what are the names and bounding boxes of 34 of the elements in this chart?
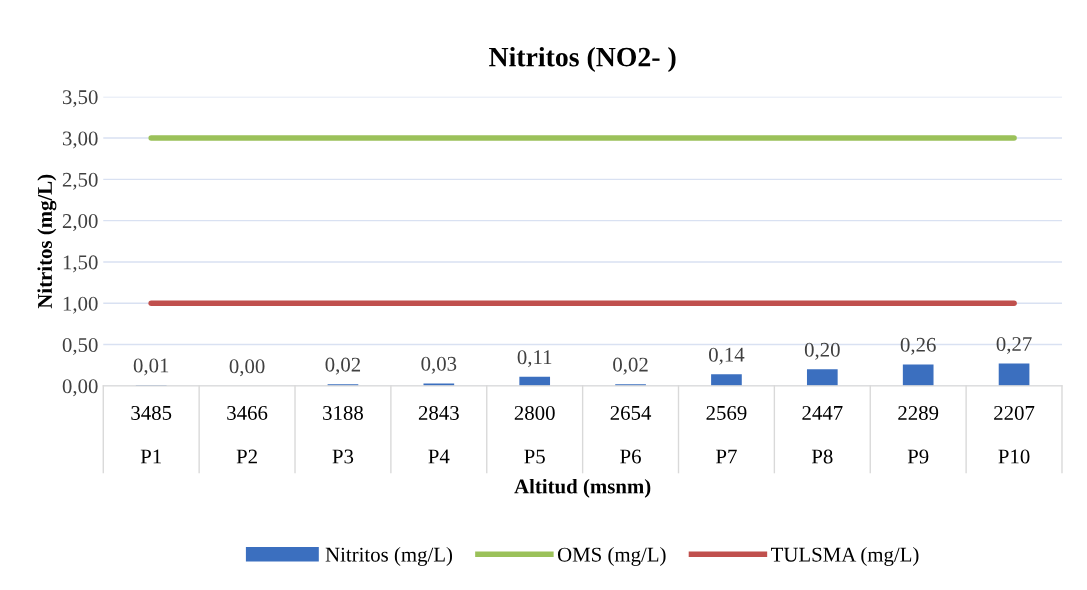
- category-label: 2843 P4: [418, 405, 459, 464]
- category-label: 2289 P9: [898, 405, 939, 464]
- data-label: 0,01: [133, 358, 169, 376]
- category-label: 3188 P3: [323, 405, 363, 464]
- y-tick-label: 1,50: [63, 255, 98, 273]
- y-tick-label: 3,00: [62, 131, 98, 149]
- category-label: 3466 P2: [227, 405, 268, 464]
- x-axis-title: Altitud (msnm): [514, 478, 651, 498]
- data-label: 0,00: [229, 359, 265, 377]
- y-tick-label: 2,50: [62, 172, 98, 190]
- data-label: 0,14: [709, 347, 745, 365]
- data-label: 0,20: [804, 342, 840, 360]
- y-tick-label: 0,50: [62, 337, 98, 355]
- legend-label: TULSMA (mg/L): [771, 547, 919, 566]
- chart-title: Nitritos (NO2- ): [489, 46, 676, 73]
- y-tick-label: 2,00: [62, 214, 98, 232]
- y-axis-title: Nitritos (mg/L): [37, 174, 57, 309]
- category-label: 2800 P5: [514, 405, 555, 464]
- data-label: 0,27: [996, 336, 1032, 354]
- category-label: 2447 P8: [802, 405, 843, 464]
- y-tick-label: 1,00: [63, 296, 98, 314]
- category-label: 3485 P1: [131, 405, 172, 464]
- category-label: 2654 P6: [610, 405, 652, 464]
- data-label: 0,11: [517, 350, 552, 368]
- y-tick-label: 0,00: [62, 379, 98, 397]
- data-label: 0,03: [421, 356, 457, 374]
- legend-label: OMS (mg/L): [557, 547, 666, 566]
- data-label: 0,02: [325, 357, 361, 375]
- legend-label: Nitritos (mg/L): [325, 547, 453, 566]
- category-label: 2569 P7: [706, 405, 747, 464]
- y-tick-label: 3,50: [62, 90, 98, 108]
- category-label: 2207 P10: [994, 405, 1035, 464]
- data-label: 0,02: [613, 357, 648, 375]
- data-label: 0,26: [900, 337, 936, 355]
